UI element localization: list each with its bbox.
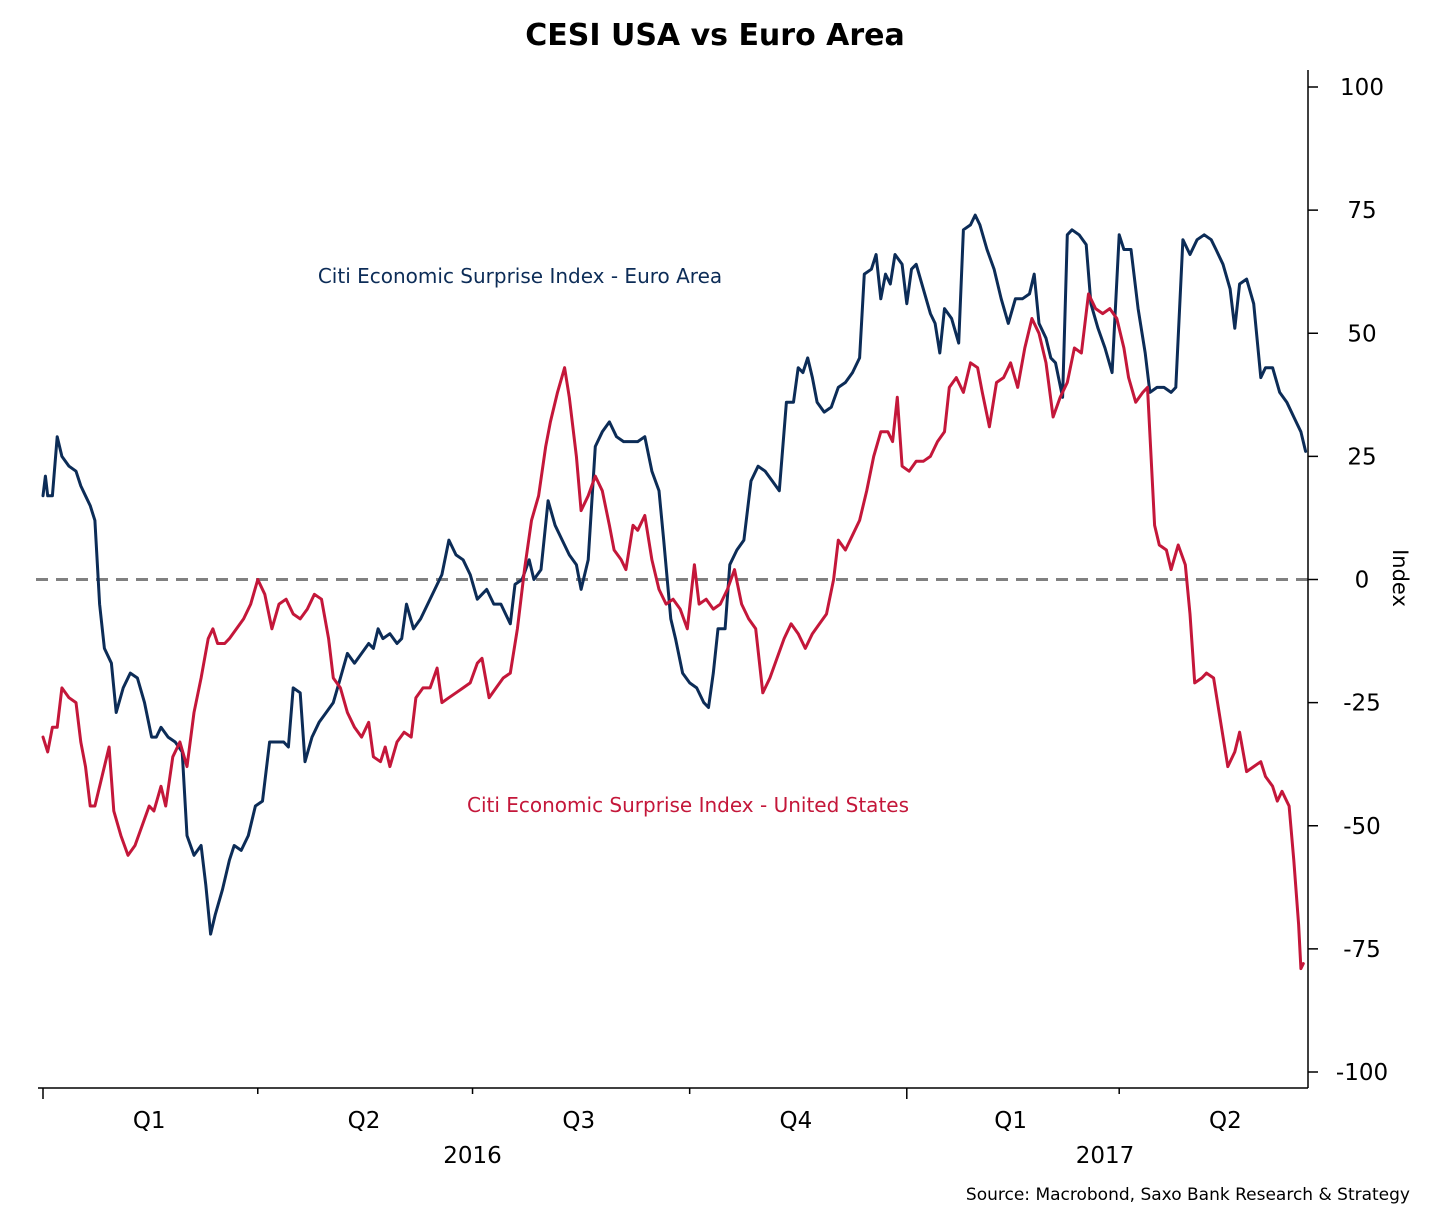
y-axis-title: Index: [1388, 549, 1412, 607]
x-year-label: 2016: [443, 1143, 502, 1169]
chart-title: CESI USA vs Euro Area: [525, 18, 905, 53]
series-layer: [41, 213, 1308, 971]
y-tick-label: 50: [1347, 321, 1376, 347]
euro-area-series-line: [41, 213, 1308, 936]
x-quarter-label: Q1: [994, 1108, 1027, 1134]
source-note: Source: Macrobond, Saxo Bank Research & …: [966, 1185, 1410, 1205]
y-tick-label: 100: [1340, 75, 1384, 101]
y-tick-label: 75: [1347, 198, 1376, 224]
x-quarter-label: Q1: [133, 1108, 166, 1134]
y-tick-label: -50: [1343, 814, 1381, 840]
x-quarter-label: Q3: [562, 1108, 595, 1134]
y-tick-label: 0: [1355, 568, 1370, 594]
y-tick-label: -100: [1336, 1060, 1388, 1086]
x-quarter-label: Q4: [779, 1108, 812, 1134]
x-quarter-label: Q2: [1209, 1108, 1242, 1134]
x-quarter-label: Q2: [348, 1108, 381, 1134]
x-year-label: 2017: [1076, 1143, 1135, 1169]
y-tick-label: -75: [1343, 937, 1381, 963]
united-states-series-line: [41, 292, 1305, 971]
axis-layer: 100 75 50 25 0 -25 -50 -75 -100 Q1 Q2 Q3 Q4 Q1 Q2 2016 2…: [38, 70, 1388, 1169]
euro-area-series-label: Citi Economic Surprise Index - Euro Area: [318, 264, 722, 288]
label-layer: Citi Economic Surprise Index - Euro Area…: [318, 264, 909, 817]
y-tick-label: -25: [1343, 691, 1381, 717]
y-tick-label: 25: [1347, 444, 1376, 470]
united-states-series-label: Citi Economic Surprise Index - United St…: [467, 793, 909, 817]
